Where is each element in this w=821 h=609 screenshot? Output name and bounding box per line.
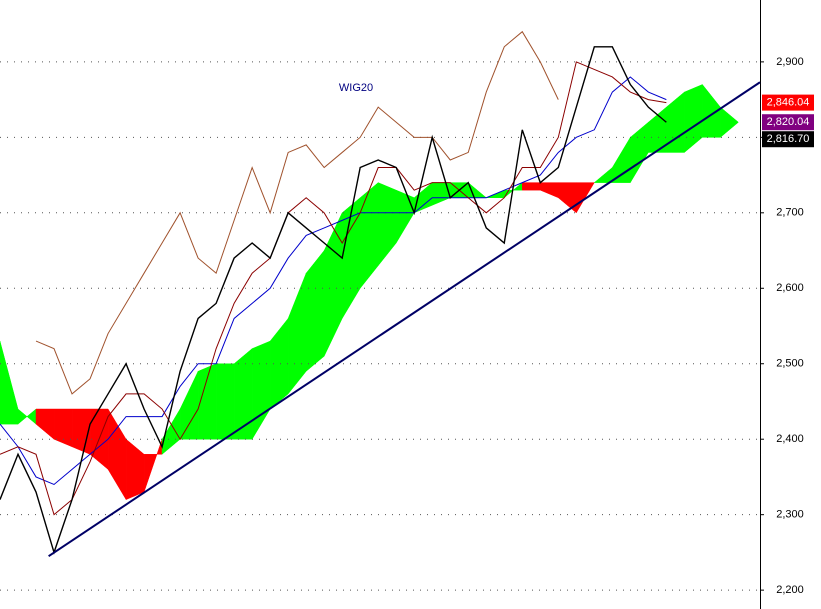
price-label: 2,816.70 xyxy=(767,133,810,145)
price-label-box xyxy=(762,114,814,131)
cloud-segment xyxy=(215,363,235,440)
y-tick-label: 2,700 xyxy=(776,207,804,219)
price-line xyxy=(0,61,667,516)
y-tick-label: 2,500 xyxy=(776,358,804,370)
price-label: 2,846.04 xyxy=(767,97,810,109)
price-label-box xyxy=(762,131,814,148)
y-tick-label: 2,900 xyxy=(776,56,804,68)
y-tick-label: 2,600 xyxy=(776,282,804,294)
y-tick-label: 2,300 xyxy=(776,509,804,521)
chart-title: WIG20 xyxy=(339,82,373,94)
price-label-box xyxy=(762,94,814,111)
price-line xyxy=(35,30,559,395)
cloud-segment xyxy=(720,106,739,138)
cloud-segment xyxy=(522,182,541,191)
price-label: 2,820.04 xyxy=(767,116,810,128)
trendline xyxy=(48,81,761,558)
price-line xyxy=(0,46,667,555)
y-tick-label: 2,200 xyxy=(776,584,804,596)
y-tick-label: 2,400 xyxy=(776,433,804,445)
price-line xyxy=(0,76,667,486)
cloud-segment xyxy=(71,408,91,455)
